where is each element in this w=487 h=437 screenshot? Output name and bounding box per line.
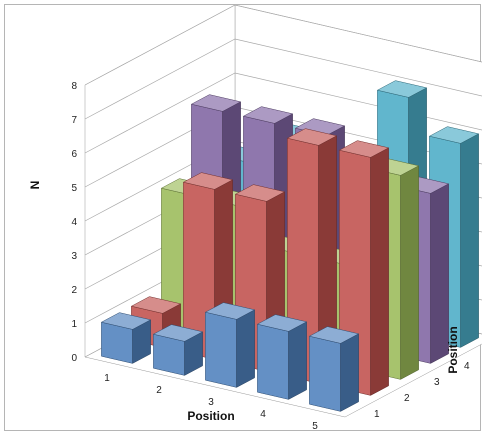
bar-side-face bbox=[460, 133, 479, 348]
y-axis-title: N bbox=[28, 181, 42, 190]
bar-side-face bbox=[370, 147, 389, 396]
bar bbox=[256, 314, 308, 400]
bar-chart-3d: 0 1 2 3 4 5 6 7 8 1 2 3 4 5 1 2 3 4 5 N Position Positio… bbox=[28, 5, 482, 432]
y-tick-label: 4 bbox=[71, 217, 77, 228]
x-axis-ticks: 1 2 3 4 5 bbox=[104, 373, 318, 432]
bar bbox=[100, 312, 152, 364]
bar-side-face bbox=[400, 165, 419, 380]
y-tick-label: 3 bbox=[71, 251, 77, 262]
bar-top-face bbox=[338, 140, 390, 158]
x-tick-label: 2 bbox=[156, 385, 162, 396]
z-tick-label: 4 bbox=[464, 361, 470, 372]
bar-front-face bbox=[257, 323, 289, 400]
z-tick-label: 3 bbox=[434, 377, 440, 388]
y-axis-ticks: 0 1 2 3 4 5 6 7 8 bbox=[71, 81, 77, 364]
gridline bbox=[84, 38, 482, 120]
y-tick-label: 1 bbox=[71, 319, 77, 330]
bar-top-face bbox=[234, 184, 286, 202]
bar bbox=[152, 324, 204, 376]
bar-top-face bbox=[190, 94, 242, 112]
bar-front-face bbox=[205, 311, 237, 388]
bar-top-face bbox=[100, 312, 152, 330]
bar bbox=[308, 326, 360, 412]
x-tick-label: 4 bbox=[260, 409, 266, 420]
bar-top-face bbox=[376, 80, 428, 98]
y-tick-label: 2 bbox=[71, 285, 77, 296]
bar-top-face bbox=[242, 106, 294, 124]
bar-top-face bbox=[130, 296, 182, 314]
bar-top-face bbox=[428, 126, 480, 144]
bar-top-face bbox=[308, 326, 360, 344]
chart-bars bbox=[100, 80, 480, 412]
bar-top-face bbox=[182, 172, 234, 190]
bar-top-face bbox=[152, 324, 204, 342]
gridline bbox=[84, 5, 482, 86]
bar bbox=[204, 302, 256, 388]
bar-top-face bbox=[204, 302, 256, 320]
bar-side-face bbox=[236, 309, 255, 388]
z-tick-label: 1 bbox=[374, 409, 380, 420]
z-tick-label: 2 bbox=[404, 393, 410, 404]
z-axis-title: Position bbox=[446, 326, 460, 373]
y-tick-label: 6 bbox=[71, 149, 77, 160]
bar-side-face bbox=[340, 333, 359, 412]
bar-front-face bbox=[309, 335, 341, 412]
x-tick-label: 1 bbox=[104, 373, 110, 384]
x-tick-label: 3 bbox=[208, 397, 214, 408]
bar-side-face bbox=[288, 321, 307, 400]
x-tick-label: 5 bbox=[312, 421, 318, 432]
bar-top-face bbox=[256, 314, 308, 332]
y-tick-label: 0 bbox=[71, 353, 77, 364]
y-tick-label: 5 bbox=[71, 183, 77, 194]
y-tick-label: 7 bbox=[71, 115, 77, 126]
chart-frame: 0 1 2 3 4 5 6 7 8 1 2 3 4 5 1 2 3 4 5 N Position Positio… bbox=[4, 4, 482, 432]
x-axis-title: Position bbox=[187, 409, 234, 423]
bar-top-face bbox=[286, 128, 338, 146]
y-tick-label: 8 bbox=[71, 81, 77, 92]
